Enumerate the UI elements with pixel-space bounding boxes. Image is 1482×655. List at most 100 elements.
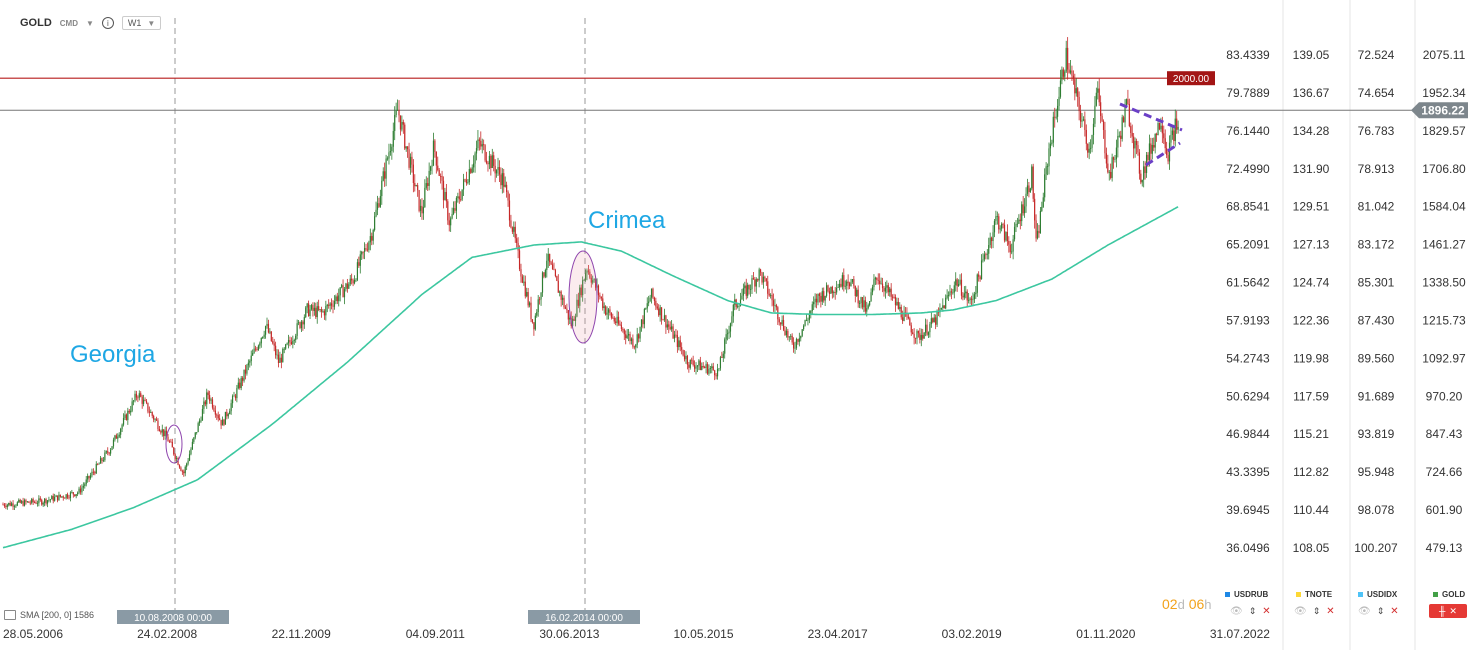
candle-body [391, 146, 393, 152]
candle-body [801, 329, 803, 336]
sort-icon[interactable]: ⇕ [1248, 606, 1257, 616]
y-tick-label: 85.301 [1358, 276, 1395, 290]
candle-body [395, 110, 397, 115]
gold-controls[interactable]: ╫ ✕ [1429, 604, 1467, 618]
candle-timer: 02d 06h [1162, 596, 1212, 612]
candle-body [991, 237, 993, 242]
legend-tnote[interactable]: TNOTE [1296, 590, 1332, 599]
candle-body [718, 368, 720, 370]
candle-body [287, 340, 290, 344]
candle-body [193, 437, 195, 442]
candle-body [21, 501, 23, 503]
candle-body [903, 312, 905, 321]
candle-body [130, 410, 132, 413]
candle-body [1111, 157, 1113, 178]
candle-body [503, 173, 505, 187]
candle-body [213, 407, 215, 411]
sort-icon[interactable]: ⇕ [1312, 606, 1321, 616]
candle-body [564, 307, 567, 309]
event-date-box [528, 610, 640, 624]
candle-body [282, 349, 284, 363]
candle-body [252, 353, 254, 356]
close-icon[interactable]: ✕ [1326, 606, 1335, 617]
candle-body [23, 500, 26, 506]
candle-body [668, 324, 670, 327]
sort-icon[interactable]: ⇕ [1376, 606, 1385, 616]
candle-body [583, 279, 585, 281]
candle-body [398, 109, 400, 116]
sma-200-line [2, 206, 1179, 549]
candle-body [560, 291, 562, 300]
candle-body [531, 319, 534, 323]
candle-body [474, 153, 476, 164]
candle-body [678, 340, 680, 348]
candles-icon[interactable]: ╫ [1439, 606, 1446, 616]
candle-body [650, 288, 653, 298]
legend-usdrub[interactable]: USDRUB [1225, 590, 1268, 599]
candle-body [335, 296, 337, 301]
y-tick-label: 57.9193 [1226, 313, 1270, 327]
candle-body [1055, 116, 1057, 118]
candle-body [75, 494, 77, 497]
candle-body [709, 368, 711, 369]
candle-body [840, 283, 842, 287]
candle-body [933, 317, 935, 323]
candle-body [203, 401, 205, 409]
candle-body [926, 324, 928, 335]
candle-body [300, 321, 303, 329]
candle-body [329, 303, 331, 306]
candle-body [219, 418, 221, 420]
eye-icon[interactable]: 👁 [1230, 606, 1243, 617]
candle-body [546, 260, 548, 270]
candle-body [460, 199, 462, 201]
symbol-type[interactable]: CMD [59, 18, 78, 28]
candle-body [33, 502, 36, 503]
y-tick-label: 1215.73 [1422, 313, 1466, 327]
candle-body [744, 285, 746, 289]
legend-usdidx[interactable]: USDIDX [1358, 590, 1397, 599]
close-icon[interactable]: ✕ [1262, 606, 1271, 617]
eye-icon[interactable]: 👁 [1294, 606, 1307, 617]
candle-body [576, 299, 578, 317]
candle-body [936, 311, 938, 325]
legend-gold[interactable]: GOLD [1433, 590, 1465, 599]
symbol-name[interactable]: GOLD [20, 17, 52, 29]
candle-body [102, 460, 105, 461]
candle-body [662, 319, 664, 321]
candle-body [1011, 251, 1013, 253]
candle-body [180, 467, 182, 471]
candle-body [412, 164, 414, 183]
candle-body [597, 285, 600, 296]
close-icon[interactable]: ✕ [1449, 605, 1457, 616]
indicator-label[interactable]: SMA [200, 0] 1586 [4, 610, 94, 620]
close-icon[interactable]: ✕ [1390, 606, 1399, 617]
candle-body [692, 360, 694, 366]
candle-body [1153, 144, 1155, 148]
candle-body [464, 179, 466, 181]
candle-body [988, 245, 990, 254]
y-tick-label: 124.74 [1293, 276, 1330, 290]
candle-body [1035, 220, 1037, 239]
candle-body [325, 306, 327, 316]
info-icon[interactable]: i [101, 17, 114, 29]
candle-body [168, 441, 171, 443]
candle-body [121, 424, 123, 429]
candle-body [853, 279, 855, 286]
candle-body [1133, 136, 1135, 149]
candle-body [272, 341, 274, 344]
candle-body [77, 492, 79, 495]
candle-body [1074, 79, 1076, 94]
candle-body [1078, 97, 1080, 112]
y-tick-label: 95.948 [1358, 465, 1395, 479]
level-2000-label: 2000.00 [1173, 74, 1210, 85]
candle-body [1114, 159, 1116, 160]
timeframe-selector[interactable]: W1 ▼ [121, 16, 162, 30]
candle-body [105, 451, 107, 453]
chevron-down-icon[interactable]: ▼ [86, 18, 94, 28]
candle-body [154, 419, 156, 421]
eye-icon[interactable]: 👁 [1358, 606, 1371, 617]
candle-body [480, 140, 482, 147]
candle-body [483, 144, 485, 146]
